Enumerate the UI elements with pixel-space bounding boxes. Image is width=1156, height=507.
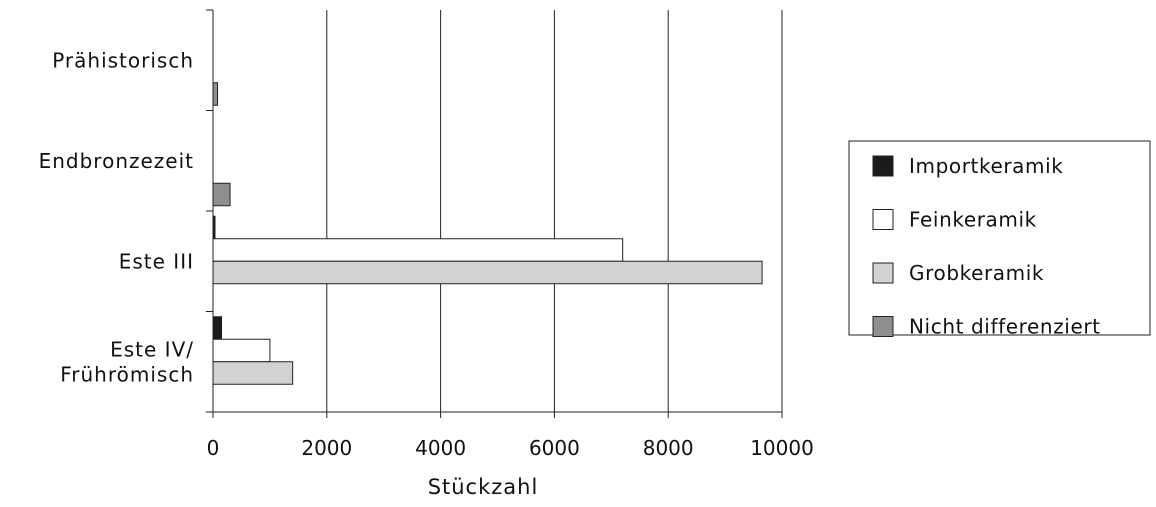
bar-grobkeramik [213,261,762,284]
legend-label: Importkeramik [909,154,1063,178]
bar-grobkeramik [213,362,293,385]
bar-nicht-differenziert [213,83,218,106]
grid-lines [327,10,782,412]
x-tick-label: 10000 [750,436,814,460]
category-label: Endbronzezeit [39,149,194,173]
category-label: Prähistorisch [52,48,194,72]
bars [213,83,762,385]
legend-label: Nicht differenziert [909,315,1101,339]
bar-importkeramik [213,317,222,340]
legend: Importkeramik Feinkeramik Grobkeramik Nicht… [849,141,1150,339]
x-tick-labels: 0 2000 4000 6000 8000 10000 [207,436,814,460]
legend-swatch [873,156,893,176]
legend-swatch [873,210,893,230]
category-label: Este IV/Frührömisch [60,337,194,386]
x-axis-title: Stückzahl [428,475,539,499]
x-tick-label: 4000 [415,436,466,460]
x-tick-label: 2000 [301,436,352,460]
category-label-line: Endbronzezeit [39,149,194,173]
x-tick-label: 6000 [529,436,580,460]
category-label-line: Este III [119,249,194,273]
category-label-line: Frührömisch [60,362,194,386]
category-labels: Prähistorisch Endbronzezeit Este III Este I… [39,48,194,386]
category-label: Este III [119,249,194,273]
category-label-line: Prähistorisch [52,48,194,72]
bar-feinkeramik [213,239,623,262]
x-tick-label: 0 [207,436,220,460]
legend-label: Feinkeramik [909,208,1037,232]
legend-label: Grobkeramik [909,261,1044,285]
x-tick-label: 8000 [643,436,694,460]
category-label-line: Este IV/ [110,337,194,361]
axes [206,10,782,418]
legend-swatch [873,263,893,283]
bar-nicht-differenziert [213,183,230,206]
bar-feinkeramik [213,339,270,362]
legend-swatch [873,317,893,337]
